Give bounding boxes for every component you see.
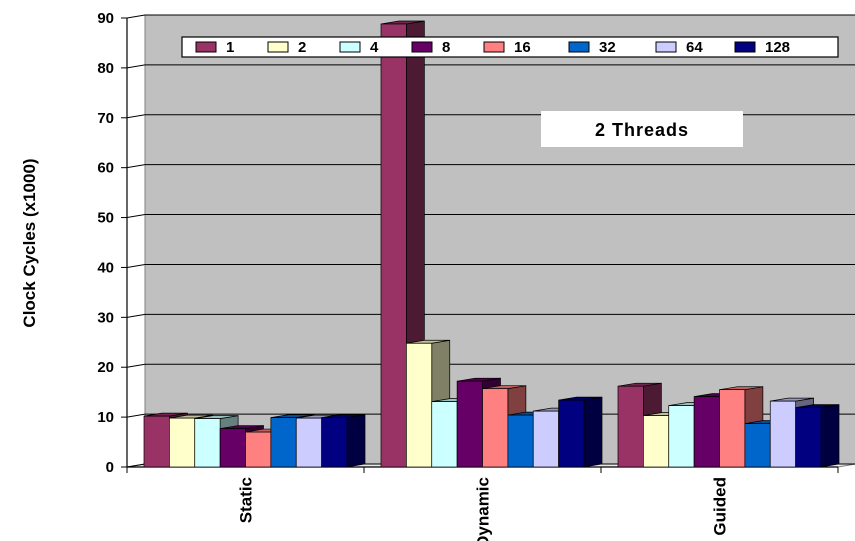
bar-front bbox=[380, 23, 407, 468]
bar-front bbox=[744, 423, 771, 468]
y-tick-label: 0 bbox=[106, 459, 114, 476]
bar-front bbox=[532, 410, 559, 468]
bar-side bbox=[820, 404, 840, 468]
legend-swatch bbox=[483, 41, 505, 53]
bar-front bbox=[769, 400, 796, 468]
x-category-labels: Static Dynamic Guided bbox=[237, 477, 730, 541]
annotation: 2 Threads bbox=[541, 111, 743, 147]
bar-front bbox=[431, 401, 458, 468]
bar-front bbox=[643, 415, 670, 468]
bar-front bbox=[482, 388, 509, 468]
gridlines bbox=[126, 14, 855, 468]
legend-swatch bbox=[734, 41, 756, 53]
legend-swatch bbox=[568, 41, 590, 53]
bar-side bbox=[346, 414, 366, 468]
legend-swatch bbox=[195, 41, 217, 53]
y-tick-label: 10 bbox=[97, 409, 114, 426]
legend-item: 8 bbox=[411, 39, 450, 56]
bar-front bbox=[295, 417, 322, 468]
legend-swatch bbox=[267, 41, 289, 53]
bar bbox=[558, 396, 603, 468]
gridline bbox=[126, 263, 855, 268]
y-tick-labels: 0 10 20 30 40 50 60 70 80 90 bbox=[97, 10, 114, 476]
legend-swatch bbox=[339, 41, 361, 53]
legend-swatch bbox=[411, 41, 433, 53]
legend-label: 1 bbox=[226, 39, 234, 56]
y-tick-label: 90 bbox=[97, 10, 114, 27]
bar-front bbox=[558, 399, 585, 468]
legend-label: 64 bbox=[686, 39, 703, 56]
gridline bbox=[126, 164, 855, 169]
legend: 1 2 4 8 16 32 64 128 bbox=[181, 36, 839, 58]
legend-label: 2 bbox=[298, 39, 306, 56]
bar-front bbox=[617, 385, 644, 468]
bar-front bbox=[194, 418, 221, 468]
bar-front bbox=[143, 415, 170, 468]
bar-front bbox=[795, 407, 822, 468]
gridline bbox=[126, 363, 855, 368]
legend-item: 32 bbox=[568, 39, 616, 56]
y-tick-label: 80 bbox=[97, 60, 114, 77]
legend-label: 16 bbox=[514, 39, 531, 56]
gridline bbox=[126, 64, 855, 69]
legend-item: 1 bbox=[195, 39, 234, 56]
bar bbox=[795, 404, 840, 468]
bar-side bbox=[583, 396, 603, 468]
bar bbox=[321, 414, 366, 468]
y-axis-title: Clock Cycles (x1000) bbox=[20, 158, 39, 327]
legend-label: 4 bbox=[370, 39, 379, 56]
legend-item: 128 bbox=[734, 39, 790, 56]
gridline bbox=[126, 14, 855, 19]
bar-front bbox=[245, 431, 272, 468]
y-tick-label: 20 bbox=[97, 359, 114, 376]
bar-front bbox=[668, 405, 695, 468]
legend-item: 2 bbox=[267, 39, 306, 56]
gridline bbox=[126, 313, 855, 318]
y-tick-label: 30 bbox=[97, 309, 114, 326]
legend-label: 32 bbox=[599, 39, 616, 56]
annotation-text: 2 Threads bbox=[595, 120, 689, 140]
legend-item: 16 bbox=[483, 39, 531, 56]
bar-front bbox=[456, 380, 483, 468]
bar-front bbox=[219, 428, 246, 468]
bar-front bbox=[169, 417, 196, 468]
y-tick-label: 70 bbox=[97, 110, 114, 127]
bar-front bbox=[321, 417, 348, 468]
bar-front bbox=[719, 389, 746, 468]
bar-front bbox=[270, 417, 297, 468]
gridline bbox=[126, 214, 855, 219]
bar-front bbox=[406, 342, 433, 468]
x-category-label: Guided bbox=[711, 477, 730, 536]
bars bbox=[143, 20, 840, 468]
x-category-label: Static bbox=[237, 477, 256, 523]
y-tick-label: 60 bbox=[97, 160, 114, 177]
legend-label: 8 bbox=[442, 39, 450, 56]
x-category-label: Dynamic bbox=[474, 477, 493, 541]
y-tick-label: 40 bbox=[97, 259, 114, 276]
y-tick-label: 50 bbox=[97, 210, 114, 227]
annotation-box bbox=[541, 111, 743, 147]
legend-label: 128 bbox=[765, 39, 790, 56]
legend-swatch bbox=[655, 41, 677, 53]
bar-front bbox=[507, 414, 534, 468]
bar-front bbox=[693, 396, 720, 468]
legend-item: 4 bbox=[339, 39, 379, 56]
legend-item: 64 bbox=[655, 39, 703, 56]
